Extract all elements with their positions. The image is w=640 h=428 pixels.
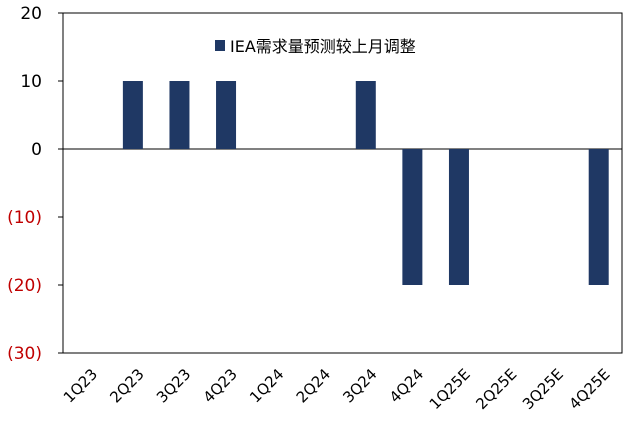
bar-4Q23 [216,81,237,149]
x-category-label: 3Q24 [339,365,380,406]
x-category-label: 3Q25E [519,365,567,413]
y-tick-label: 0 [31,140,42,160]
legend-label: IEA需求量预测较上月调整 [230,37,416,56]
x-category-label: 4Q24 [386,365,427,406]
bar-1Q25E [448,149,469,285]
x-category-label: 4Q23 [200,365,241,406]
plot-frame [62,12,623,354]
bar-3Q23 [169,81,190,149]
y-tick-label: (20) [7,276,42,296]
x-category-label: 1Q25E [426,365,474,413]
y-tick-label: 20 [20,4,42,24]
legend-swatch [215,40,225,51]
bar-3Q24 [355,81,376,149]
bar-2Q23 [122,81,143,149]
x-category-label: 3Q23 [153,365,194,406]
x-category-label: 2Q23 [106,365,147,406]
x-category-label: 2Q24 [293,365,334,406]
bar-4Q24 [402,149,423,285]
bar-series [122,81,609,285]
x-category-label: 2Q25E [472,365,520,413]
plot-area-border [62,12,623,354]
bar-4Q25E [588,149,609,285]
y-tick-label: 10 [20,72,42,92]
legend: IEA需求量预测较上月调整 [215,37,416,56]
y-tick-label: (30) [7,344,42,364]
x-axis-labels: 1Q23 2Q23 3Q23 4Q23 1Q24 2Q24 3Q24 4Q241Q25E2Q2… [60,365,614,413]
x-category-label: 4Q25E [566,365,614,413]
y-tick-label: (10) [7,208,42,228]
x-category-label: 1Q23 [60,365,101,406]
x-category-label: 1Q24 [246,365,287,406]
y-axis-ticks: 20 10 0 (10) (20) (30) [7,4,63,364]
